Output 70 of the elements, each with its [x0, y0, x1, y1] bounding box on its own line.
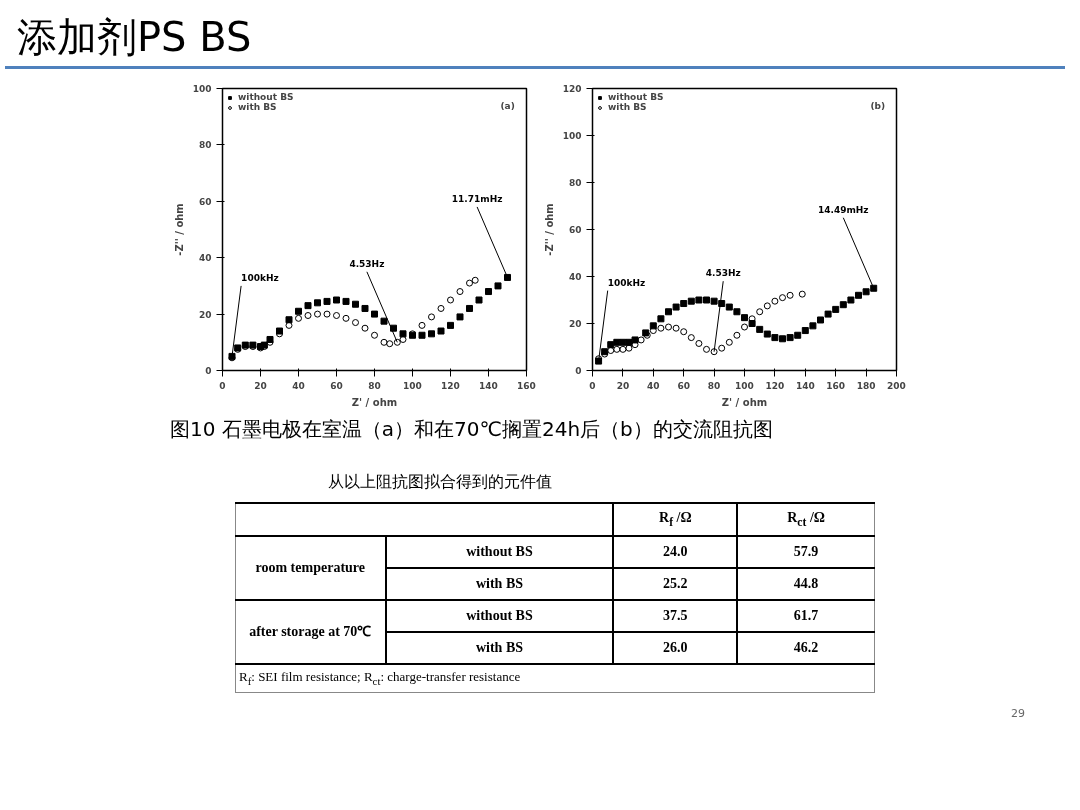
annotation: 4.53Hz — [349, 258, 385, 269]
y-tick-label: 80 — [198, 140, 212, 151]
text: 26.0 — [663, 640, 688, 656]
annotation: (a) — [500, 100, 515, 111]
x-tick-label: 120 — [441, 380, 460, 391]
y-axis-title: -Z'' / ohm — [543, 203, 555, 256]
y-tick-label: 120 — [562, 84, 582, 94]
y-axis-title: -Z'' / ohm — [173, 203, 185, 256]
y-tick-label: 60 — [568, 225, 582, 235]
y-tick-label: 20 — [198, 309, 212, 320]
category-label: R$_{ct}$ /Ω — [737, 502, 875, 537]
legend-label: with BS — [608, 102, 647, 112]
x-tick-label: 80 — [707, 380, 721, 391]
y-tick-label: 40 — [568, 272, 582, 282]
x-axis-title: Z' / ohm — [351, 396, 398, 408]
y-tick-label: 80 — [568, 178, 582, 188]
category-label: R$_{f}$ /Ω — [613, 502, 738, 537]
annotation: 14.49mHz — [817, 204, 869, 215]
text: 从以上阻抗图拟合得到的元件值 — [327, 471, 553, 493]
category-label: after storage at 70℃ — [249, 624, 372, 640]
y-tick-label: 20 — [568, 319, 582, 329]
text: 29 — [1010, 706, 1025, 722]
y-tick-label: 40 — [198, 253, 212, 264]
text: 37.5 — [663, 608, 688, 624]
category-label: without BS — [466, 544, 533, 560]
x-tick-label: 180 — [856, 380, 876, 391]
category-label: without BS — [466, 608, 533, 624]
category-label: room temperature — [255, 560, 365, 576]
text: 44.8 — [793, 576, 819, 592]
y-tick-label: 60 — [198, 196, 212, 207]
annotation: 100kHz — [241, 272, 279, 283]
x-tick-label: 160 — [826, 380, 846, 391]
legend-label: with BS — [238, 102, 277, 112]
x-tick-label: 140 — [479, 380, 498, 391]
x-tick-label: 140 — [795, 380, 815, 391]
x-tick-label: 20 — [254, 380, 267, 391]
text: 24.0 — [663, 544, 688, 560]
x-tick-label: 40 — [292, 380, 305, 391]
caption: 图10 石墨电极在室温（a）和在70℃搁置24h后（b）的交流阻抗图 — [169, 416, 773, 443]
x-tick-label: 100 — [735, 380, 754, 391]
text: 46.2 — [793, 640, 819, 656]
text: 57.9 — [793, 544, 819, 560]
annotation: (b) — [870, 100, 886, 111]
y-tick-label: 0 — [205, 366, 212, 376]
y-tick-label: 0 — [575, 366, 582, 376]
text: 25.2 — [663, 576, 688, 592]
text: 61.7 — [793, 608, 819, 624]
x-tick-label: 0 — [219, 380, 226, 391]
x-tick-label: 0 — [589, 380, 596, 391]
x-tick-label: 40 — [647, 380, 660, 391]
text: R$_{f}$: SEI film resistance; R$_{ct}$: charge-transfer resistance — [238, 668, 522, 689]
x-axis-title: Z' / ohm — [721, 396, 768, 408]
x-tick-label: 120 — [765, 380, 785, 391]
annotation: 11.71mHz — [451, 193, 503, 204]
y-tick-label: 100 — [562, 131, 582, 141]
x-tick-label: 100 — [403, 380, 422, 391]
chart-title: 添加剂PS BS — [5, 5, 1065, 70]
annotation: 100kHz — [607, 277, 646, 288]
x-tick-label: 20 — [616, 380, 630, 391]
category-label: with BS — [475, 576, 524, 592]
y-tick-label: 100 — [192, 84, 212, 94]
x-tick-label: 60 — [330, 380, 343, 391]
annotation: 4.53Hz — [705, 268, 741, 279]
x-tick-label: 80 — [368, 380, 381, 391]
legend-label: without BS — [608, 92, 664, 102]
x-tick-label: 60 — [677, 380, 690, 391]
category-label: with BS — [475, 640, 524, 656]
x-tick-label: 200 — [887, 380, 906, 391]
legend-label: without BS — [238, 92, 294, 102]
x-tick-label: 160 — [517, 380, 536, 391]
